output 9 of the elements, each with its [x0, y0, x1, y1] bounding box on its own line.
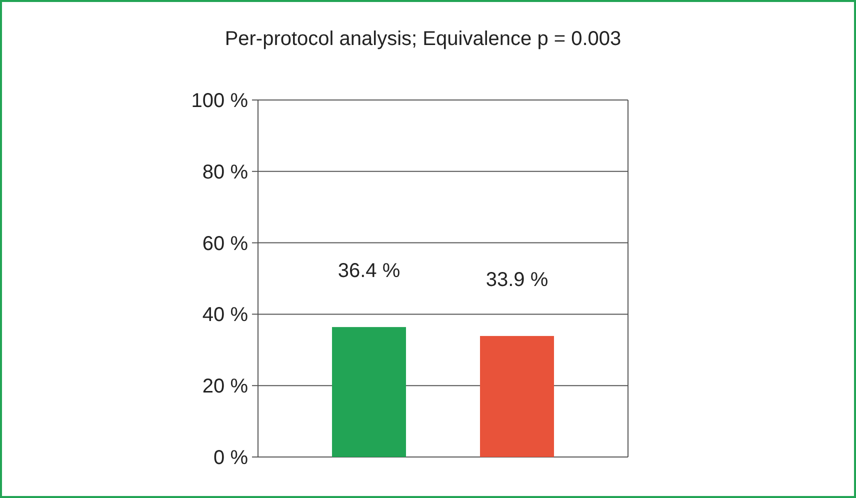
y-tick-label: 100 %: [191, 90, 248, 112]
y-tick-label: 80 %: [202, 161, 248, 184]
y-tick-label: 0 %: [214, 447, 248, 469]
chart-title: Per-protocol analysis; Equivalence p = 0.003: [224, 28, 622, 50]
data-label: 36.4 %: [338, 260, 400, 282]
y-tick-label: 40 %: [202, 304, 248, 326]
y-tick-label: 60 %: [202, 232, 248, 255]
data-label: 33.9 %: [486, 268, 548, 291]
y-tick-label: 20 %: [202, 376, 248, 398]
